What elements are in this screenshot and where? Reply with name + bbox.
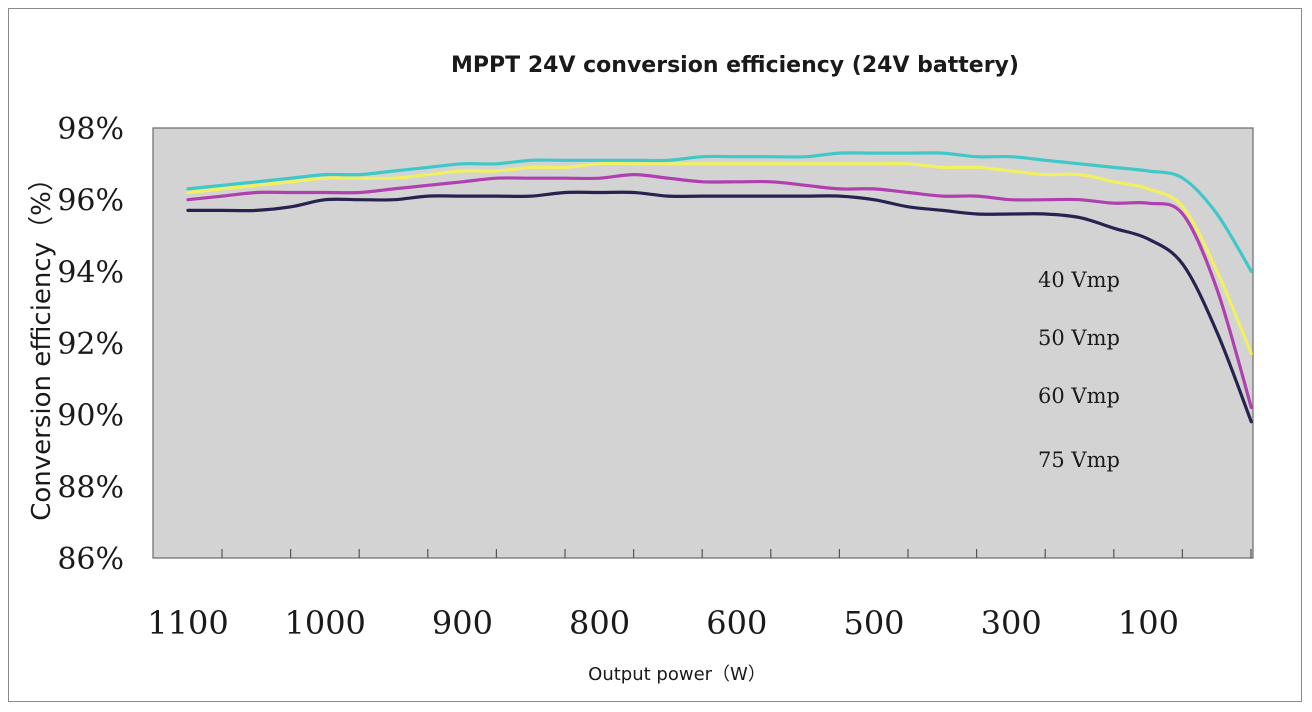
x-axis-label: Output power（W） bbox=[588, 664, 766, 685]
chart-title: MPPT 24V conversion efficiency (24V batt… bbox=[451, 53, 1019, 78]
y-axis-label: Conversion efficiency（%） bbox=[27, 165, 57, 521]
y-tick-label: 86% bbox=[57, 542, 124, 577]
x-tick-label: 100 bbox=[1118, 604, 1179, 642]
x-tick-label: 1000 bbox=[284, 604, 365, 642]
y-tick-label: 88% bbox=[57, 470, 124, 505]
y-tick-label: 98% bbox=[57, 112, 124, 147]
legend-entry: 40 Vmp bbox=[1038, 268, 1120, 292]
legend: 40 Vmp 50 Vmp 60 Vmp 75 Vmp bbox=[1038, 268, 1120, 472]
y-tick-label: 92% bbox=[57, 327, 124, 362]
legend-entry: 60 Vmp bbox=[1038, 384, 1120, 408]
x-tick-label: 600 bbox=[706, 604, 767, 642]
x-tick-label: 300 bbox=[981, 604, 1042, 642]
y-tick-label: 94% bbox=[57, 255, 124, 290]
legend-entry: 75 Vmp bbox=[1038, 448, 1120, 472]
x-axis-ticks bbox=[221, 549, 1252, 558]
x-tick-label: 800 bbox=[569, 604, 630, 642]
y-axis-tick-labels: 86% 88% 90% 92% 94% 96% 98% bbox=[57, 112, 124, 577]
series-line-4 bbox=[186, 190, 1253, 424]
x-tick-label: 500 bbox=[843, 604, 904, 642]
series-line-1 bbox=[186, 151, 1253, 273]
x-tick-label: 900 bbox=[432, 604, 493, 642]
series-lines bbox=[186, 151, 1253, 424]
legend-entry: 50 Vmp bbox=[1038, 326, 1120, 350]
y-tick-label: 90% bbox=[57, 399, 124, 434]
x-tick-label: 1100 bbox=[147, 604, 228, 642]
x-axis-tick-labels: 1100 1000 900 800 600 500 300 100 bbox=[147, 604, 1179, 642]
y-tick-label: 96% bbox=[57, 184, 124, 219]
series-line-3 bbox=[186, 173, 1253, 410]
series-line-2 bbox=[186, 161, 1253, 356]
